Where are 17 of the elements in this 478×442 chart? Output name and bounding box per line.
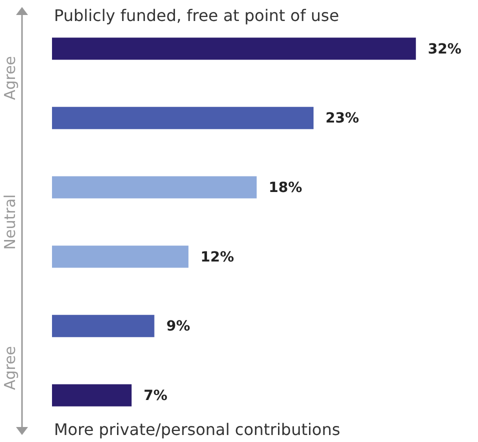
bar [52,38,416,60]
text: Neutral [1,194,19,250]
bar [52,246,188,268]
data-label: 9% [166,318,190,335]
data-label: 7% [144,388,168,404]
data-label: 32% [428,41,462,58]
annotation: Publicly funded, free at point of use [54,6,340,25]
annotation: More private/personal contributions [54,420,340,439]
bar [52,384,132,406]
bar [52,106,314,130]
text: Agree [1,56,19,100]
text: Agree [1,346,19,390]
data-label: 23% [326,110,360,127]
data-label: 18% [268,180,302,196]
data-label: 12% [200,249,234,266]
bar [52,176,257,198]
bar [52,314,154,338]
